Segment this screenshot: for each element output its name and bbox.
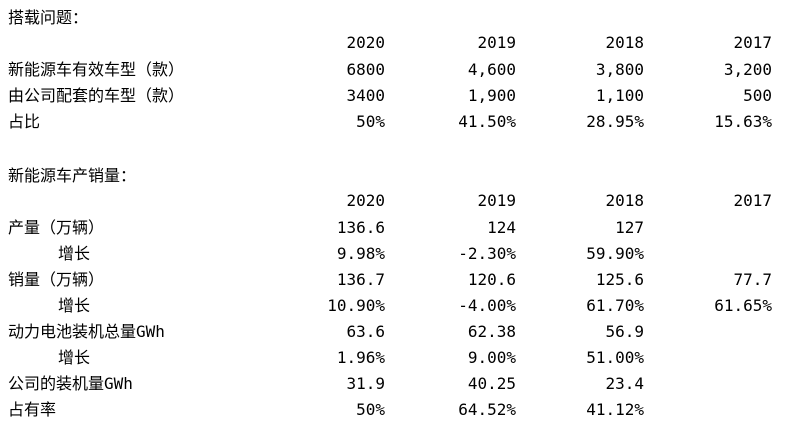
row-label: 增长 — [58, 296, 91, 315]
year-header: 2017 — [733, 33, 772, 52]
row-label: 占比 — [8, 112, 41, 131]
row-label: 占有率 — [8, 400, 57, 419]
table-cell: 3400 — [346, 86, 385, 105]
table-cell: -4.00% — [458, 296, 516, 315]
row-label: 产量（万辆） — [8, 218, 105, 237]
table-cell: 63.6 — [346, 322, 385, 341]
table-cell: 41.50% — [458, 112, 516, 131]
table-cell: 41.12% — [586, 400, 644, 419]
table-cell: 10.90% — [327, 296, 385, 315]
table-cell: 1.96% — [336, 348, 385, 367]
year-header: 2018 — [605, 33, 644, 52]
table-row: 产量（万辆） 136.6 124 127 — [0, 215, 800, 241]
table-cell: 61.65% — [714, 296, 772, 315]
year-header: 2018 — [605, 191, 644, 210]
table-cell: 59.90% — [586, 244, 644, 263]
table-cell: 1,100 — [595, 86, 644, 105]
table-row: 动力电池装机总量GWh 63.6 62.38 56.9 — [0, 319, 800, 345]
table-row: 销量（万辆） 136.7 120.6 125.6 77.7 — [0, 267, 800, 293]
table-cell: 136.6 — [336, 218, 385, 237]
section-title-production-sales: 新能源车产销量： — [8, 166, 137, 185]
table-cell: 136.7 — [336, 270, 385, 289]
row-label: 销量（万辆） — [8, 270, 105, 289]
table-cell: 77.7 — [733, 270, 772, 289]
year-header: 2019 — [477, 191, 516, 210]
table-cell: 9.00% — [467, 348, 516, 367]
table-cell: 1,900 — [467, 86, 516, 105]
table-cell: 127 — [615, 218, 644, 237]
table-cell: 23.4 — [605, 374, 644, 393]
row-label: 由公司配套的车型（款） — [8, 86, 185, 105]
section-title-mounting: 搭载问题： — [8, 8, 89, 27]
year-header: 2019 — [477, 33, 516, 52]
table-cell: 28.95% — [586, 112, 644, 131]
table-header-row: 2020 2019 2018 2017 — [0, 188, 800, 214]
table-cell: 40.25 — [467, 374, 516, 393]
table-row: 公司的装机量GWh 31.9 40.25 23.4 — [0, 371, 800, 397]
year-header: 2017 — [733, 191, 772, 210]
table-cell: 15.63% — [714, 112, 772, 131]
table-cell: 50% — [356, 400, 385, 419]
table-cell: 9.98% — [336, 244, 385, 263]
row-label: 动力电池装机总量GWh — [8, 322, 165, 341]
table-cell: 3,200 — [723, 60, 772, 79]
table-cell: 124 — [487, 218, 516, 237]
table-header-row: 2020 2019 2018 2017 — [0, 30, 800, 56]
table-row: 由公司配套的车型（款） 3400 1,900 1,100 500 — [0, 83, 800, 109]
row-label: 增长 — [58, 348, 91, 367]
table-cell: 3,800 — [595, 60, 644, 79]
row-label: 新能源车有效车型（款） — [8, 60, 185, 79]
row-label: 增长 — [58, 244, 91, 263]
year-header: 2020 — [346, 191, 385, 210]
table-row: 增长 10.90% -4.00% 61.70% 61.65% — [0, 293, 800, 319]
table-cell: 31.9 — [346, 374, 385, 393]
table-cell: 6800 — [346, 60, 385, 79]
table-cell: 51.00% — [586, 348, 644, 367]
table-row: 占有率 50% 64.52% 41.12% — [0, 397, 800, 423]
table-cell: -2.30% — [458, 244, 516, 263]
row-label: 公司的装机量GWh — [8, 374, 133, 393]
table-cell: 4,600 — [467, 60, 516, 79]
table-cell: 50% — [356, 112, 385, 131]
table-cell: 125.6 — [595, 270, 644, 289]
table-cell: 64.52% — [458, 400, 516, 419]
table-row: 增长 1.96% 9.00% 51.00% — [0, 345, 800, 371]
table-cell: 500 — [743, 86, 772, 105]
table-cell: 62.38 — [467, 322, 516, 341]
year-header: 2020 — [346, 33, 385, 52]
table-cell: 56.9 — [605, 322, 644, 341]
table-cell: 120.6 — [467, 270, 516, 289]
table-cell: 61.70% — [586, 296, 644, 315]
table-row: 占比 50% 41.50% 28.95% 15.63% — [0, 109, 800, 135]
table-row: 新能源车有效车型（款） 6800 4,600 3,800 3,200 — [0, 57, 800, 83]
table-row: 增长 9.98% -2.30% 59.90% — [0, 241, 800, 267]
